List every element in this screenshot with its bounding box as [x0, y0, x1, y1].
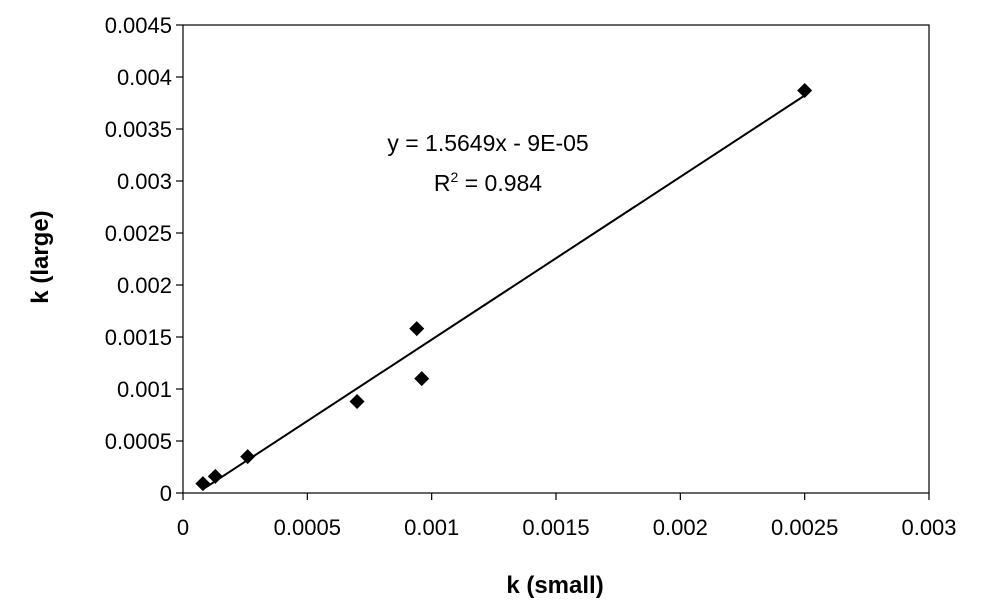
y-tick-label: 0 [160, 481, 172, 506]
data-point [240, 449, 256, 465]
y-tick-label: 0.0015 [105, 325, 172, 350]
x-tick-label: 0.001 [404, 515, 459, 540]
y-tick-label: 0.0025 [105, 221, 172, 246]
x-axis-title: k (small) [506, 572, 603, 599]
x-tick-label: 0 [177, 515, 189, 540]
data-point [349, 393, 365, 409]
x-tick-label: 0.0025 [771, 515, 838, 540]
y-axis-title: k (large) [27, 210, 54, 303]
x-tick-label: 0.0005 [274, 515, 341, 540]
trendline-r-squared: R2 = 0.984 [434, 169, 542, 196]
y-tick-label: 0.0035 [105, 117, 172, 142]
r-squared-superscript: 2 [451, 169, 459, 185]
y-axis: 0 0.0005 0.001 0.0015 0.002 0.0025 0.003 0.0035… [105, 13, 183, 506]
data-point [414, 371, 430, 387]
y-tick-label: 0.003 [117, 169, 172, 194]
y-tick-label: 0.002 [117, 273, 172, 298]
data-point [195, 476, 211, 492]
trendline-group [202, 94, 806, 491]
y-tick-label: 0.001 [117, 377, 172, 402]
x-tick-label: 0.002 [653, 515, 708, 540]
data-point [797, 83, 813, 99]
data-point [409, 321, 425, 337]
y-tick-label: 0.004 [117, 65, 172, 90]
x-tick-label: 0.0015 [522, 515, 589, 540]
y-tick-label: 0.0005 [105, 429, 172, 454]
data-points [195, 83, 813, 492]
trendline [202, 94, 806, 491]
x-tick-label: 0.003 [901, 515, 956, 540]
data-point [207, 468, 223, 484]
trendline-equation: y = 1.5649x - 9E-05 [387, 130, 588, 156]
y-tick-label: 0.0045 [105, 13, 172, 38]
x-axis: 0 0.0005 0.001 0.0015 0.002 0.0025 0.003 [177, 493, 957, 540]
